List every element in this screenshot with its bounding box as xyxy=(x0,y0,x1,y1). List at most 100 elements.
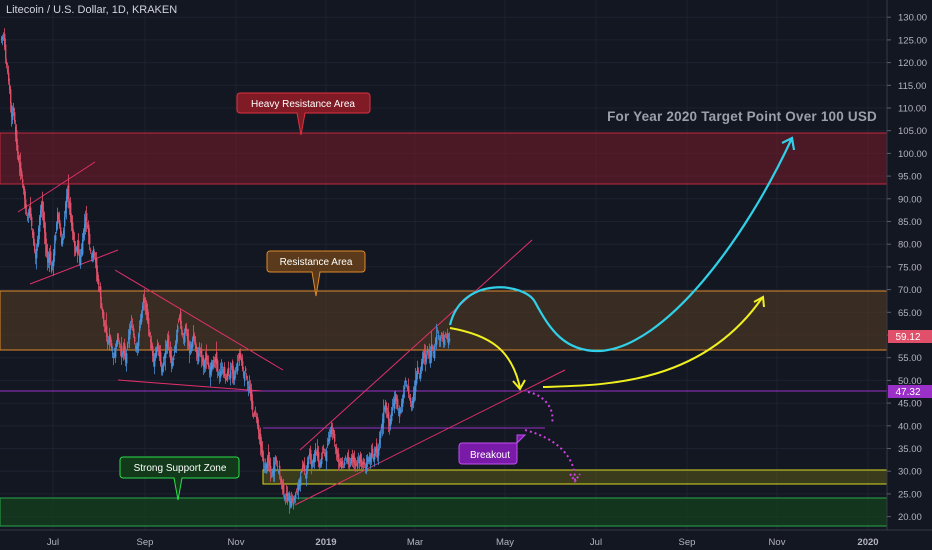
candle-body xyxy=(283,484,285,494)
candle-body xyxy=(142,305,144,311)
candle-body xyxy=(367,457,369,463)
candle-body xyxy=(241,357,243,363)
candle-body xyxy=(59,219,61,227)
heavy-resistance-callout: Heavy Resistance Area xyxy=(236,92,371,136)
candle-body xyxy=(143,298,145,304)
candle-body xyxy=(277,466,279,467)
candle-body xyxy=(412,400,414,406)
candle-body xyxy=(147,309,149,322)
price-tick-label: 70.00 xyxy=(898,285,922,296)
candle-body xyxy=(269,460,271,467)
candle-body xyxy=(124,343,126,356)
candle-body xyxy=(361,459,363,467)
candle-body xyxy=(316,452,318,454)
candle-body xyxy=(431,344,433,357)
candle-body xyxy=(343,466,345,468)
candle-body xyxy=(73,231,75,240)
candle-body xyxy=(38,228,40,245)
candle-body xyxy=(19,162,21,168)
yellow-projection-path-1 xyxy=(449,327,521,389)
candle-body xyxy=(230,371,232,379)
candle-body xyxy=(397,399,399,408)
candle-body xyxy=(416,373,418,384)
candle-body xyxy=(271,474,273,476)
candle-body xyxy=(410,397,412,404)
candle-body xyxy=(188,339,190,347)
time-axis[interactable]: Jul Sep Nov 2019 Mar May Jul Sep Nov 2020 xyxy=(47,537,879,548)
candle-body xyxy=(401,403,403,407)
candle-body xyxy=(132,326,134,329)
candle-body xyxy=(57,212,59,224)
candle-body xyxy=(200,349,202,354)
candle-body xyxy=(359,457,361,464)
yellow-projection-path-2 xyxy=(542,297,763,388)
candle-body xyxy=(264,466,266,468)
candle-body xyxy=(96,257,98,272)
candle-body xyxy=(415,380,417,392)
candle-body xyxy=(154,357,156,367)
candle-body xyxy=(286,492,288,497)
candle-body xyxy=(129,330,131,340)
candles xyxy=(1,28,451,514)
candle-body xyxy=(376,442,378,454)
price-axis[interactable]: 130.00 125.00 120.00 115.00 110.00 105.00 100.… xyxy=(887,13,927,523)
candle-body xyxy=(446,336,448,338)
candle-body xyxy=(243,371,245,376)
candle-body xyxy=(333,429,335,435)
candle-body xyxy=(440,337,442,342)
candle-body xyxy=(138,335,140,347)
candle-body xyxy=(122,353,124,356)
candle-body xyxy=(174,350,176,353)
candle-body xyxy=(103,312,105,322)
candle-body xyxy=(385,403,387,412)
candle-body xyxy=(285,498,287,500)
trendlines xyxy=(17,161,566,506)
candle-body xyxy=(37,239,39,247)
candle-body xyxy=(21,170,23,177)
candle-body xyxy=(267,457,269,469)
candle-body xyxy=(244,373,246,382)
candle-body xyxy=(221,366,223,368)
candle-body xyxy=(134,336,136,342)
candle-body xyxy=(334,433,336,442)
candle-body xyxy=(419,375,421,377)
candle-body xyxy=(165,348,167,358)
candle-body xyxy=(405,380,407,383)
candle-body xyxy=(320,462,322,466)
support-callout: Strong Support Zone xyxy=(119,456,240,501)
candle-body xyxy=(426,355,428,360)
candle-body xyxy=(363,462,365,464)
candle-body xyxy=(337,451,339,458)
support-zone xyxy=(0,497,888,527)
candle-body xyxy=(53,253,55,266)
candle-body xyxy=(76,248,78,250)
candle-body xyxy=(408,386,410,395)
candle-body xyxy=(226,375,228,377)
candle-body xyxy=(422,357,424,365)
candle-body xyxy=(331,425,333,435)
candle-body xyxy=(117,335,119,345)
candle-body xyxy=(12,112,14,121)
candle-body xyxy=(404,387,406,389)
candle-body xyxy=(395,394,397,402)
candle-body xyxy=(114,353,116,357)
candle-body xyxy=(81,248,83,255)
candle-body xyxy=(17,145,19,154)
candle-body xyxy=(169,350,171,354)
candle-body xyxy=(302,465,304,469)
candle-body xyxy=(91,256,93,258)
candle-body xyxy=(150,339,152,342)
candle-body xyxy=(3,35,5,37)
candle-body xyxy=(82,239,84,255)
candle-body xyxy=(215,357,217,362)
time-tick-label: Sep xyxy=(679,537,696,548)
candle-body xyxy=(178,320,180,322)
candle-body xyxy=(386,406,388,410)
candle-body xyxy=(48,257,50,263)
candle-body xyxy=(288,498,290,500)
candle-body xyxy=(118,338,120,340)
candle-body xyxy=(250,387,252,397)
candle-body xyxy=(217,360,219,372)
candle-body xyxy=(326,450,328,462)
